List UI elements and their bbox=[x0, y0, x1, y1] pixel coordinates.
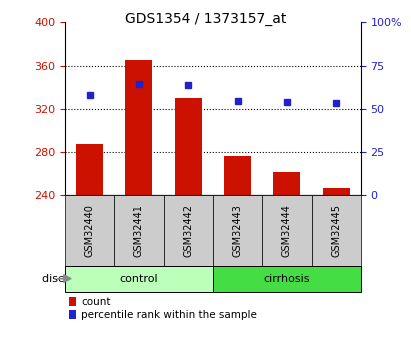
Bar bbox=[76, 144, 103, 195]
Bar bbox=[273, 172, 300, 195]
Bar bbox=[224, 156, 251, 195]
Text: GSM32443: GSM32443 bbox=[233, 204, 242, 257]
Text: disease state: disease state bbox=[42, 274, 116, 284]
Text: GDS1354 / 1373157_at: GDS1354 / 1373157_at bbox=[125, 12, 286, 26]
Text: cirrhosis: cirrhosis bbox=[263, 274, 310, 284]
Bar bbox=[323, 188, 350, 195]
Bar bbox=[175, 98, 202, 195]
Text: GSM32441: GSM32441 bbox=[134, 204, 144, 257]
Text: percentile rank within the sample: percentile rank within the sample bbox=[81, 310, 257, 319]
Text: GSM32444: GSM32444 bbox=[282, 204, 292, 257]
Text: GSM32442: GSM32442 bbox=[183, 204, 193, 257]
Text: GSM32445: GSM32445 bbox=[331, 204, 341, 257]
Text: control: control bbox=[120, 274, 158, 284]
Text: count: count bbox=[81, 297, 111, 306]
Text: GSM32440: GSM32440 bbox=[85, 204, 95, 257]
Bar bbox=[125, 60, 152, 195]
